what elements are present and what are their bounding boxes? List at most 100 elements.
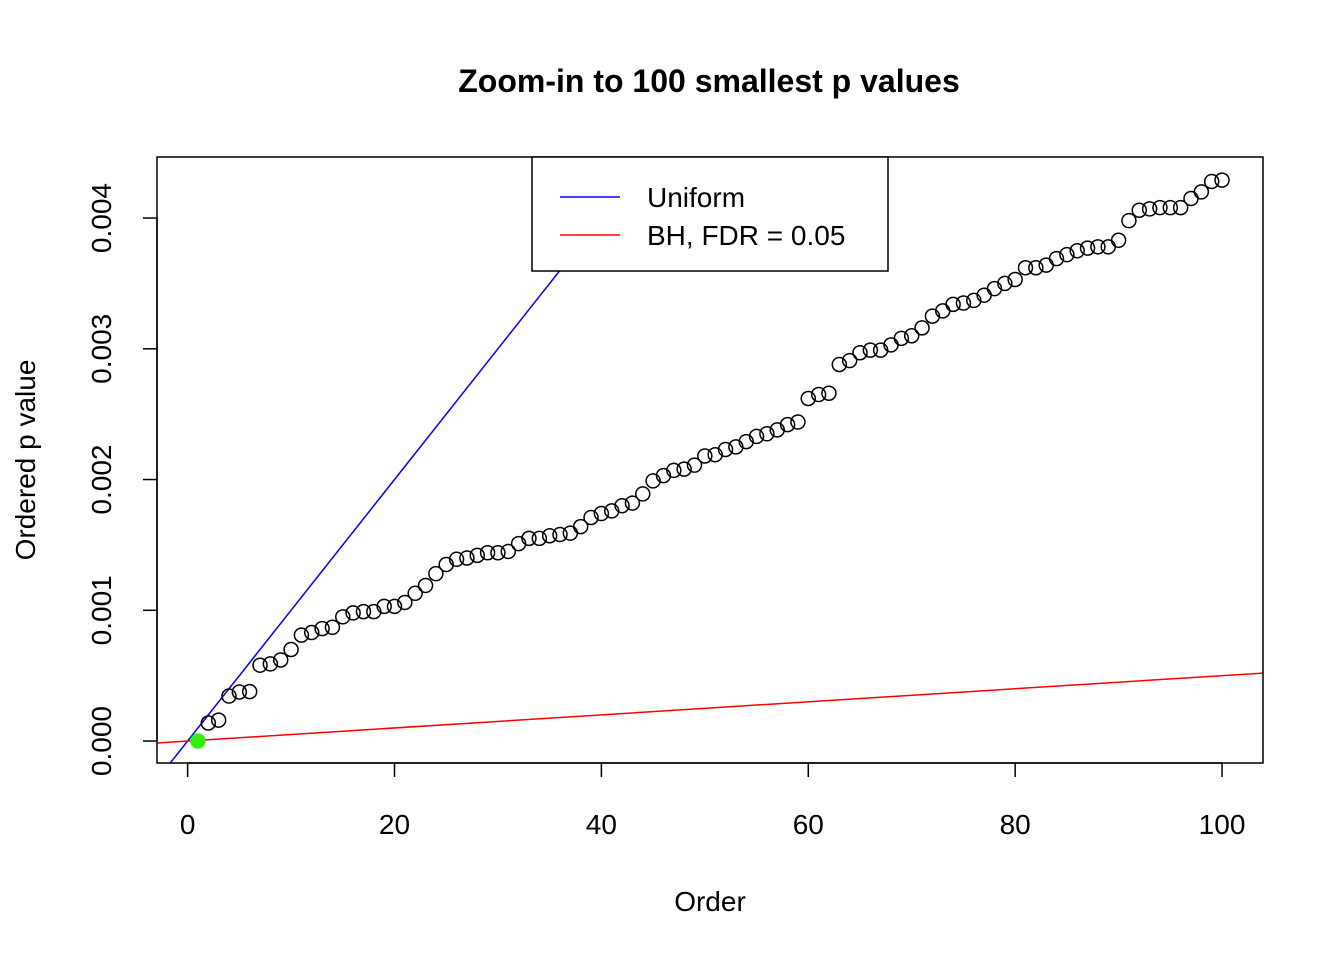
data-point [1007,271,1023,288]
data-point [603,503,620,519]
x-tick-label: 20 [379,809,410,840]
data-point [1183,190,1199,207]
data-point [903,327,920,344]
data-point [510,535,527,552]
data-point [572,518,589,535]
data-point [728,439,744,455]
data-point [221,688,237,704]
data-point [914,320,930,336]
data-point [1152,199,1168,216]
x-tick-label: 80 [1000,809,1031,840]
data-point [283,641,299,658]
data-point [748,428,765,445]
data-point [1121,212,1137,229]
data-point [241,683,258,700]
data-point [593,505,610,522]
uniform-line [169,157,651,763]
x-tick-label: 60 [793,809,824,840]
data-point [200,715,217,731]
data-point [966,292,982,309]
data-point [769,422,785,438]
data-point [438,556,454,573]
data-point [1090,239,1106,255]
data-point [1079,240,1096,256]
data-point [376,598,392,615]
data-point [676,461,692,477]
data-point [893,330,910,347]
data-point [366,603,382,620]
data-point [614,497,630,514]
data-point [945,296,961,313]
data-point [821,385,837,402]
data-point [448,551,465,568]
data-point [428,565,444,582]
data-point [293,627,310,643]
highlighted-point [190,733,206,749]
data-point [852,344,868,361]
data-point [697,448,713,464]
data-point [521,530,537,547]
data-point [1048,250,1065,267]
data-point [324,619,341,636]
data-point [707,446,723,463]
data-point [997,275,1013,292]
data-point [666,462,682,479]
data-point [1172,199,1189,216]
data-point [1038,257,1054,273]
data-point [231,684,248,700]
data-point [552,526,568,543]
data-point [335,609,351,625]
data-point [345,605,361,621]
data-point [562,525,579,541]
data-point [479,545,496,561]
data-point [314,620,330,637]
data-point [1214,172,1230,188]
legend-box [531,156,889,272]
data-point [531,530,548,547]
data-point [397,594,413,611]
data-point [841,352,858,369]
data-point [1059,246,1075,263]
data-point [1203,173,1220,190]
data-point [810,386,827,403]
data-point [800,390,817,407]
y-tick-label: 0.002 [86,445,117,515]
data-point [645,473,661,489]
x-tick-label: 100 [1199,809,1246,840]
data-point [635,486,651,502]
data-point [924,308,941,324]
data-point [1017,259,1034,276]
y-tick-label: 0.000 [86,706,117,776]
data-point [1100,239,1117,255]
data-point [717,441,734,458]
legend-uniform-label: Uniform [647,182,745,213]
data-point [262,656,279,672]
data-point [1131,202,1148,218]
data-point [872,342,889,358]
data-point [417,577,434,594]
data-point [655,467,672,484]
data-point [738,433,754,450]
x-tick-label: 0 [180,809,196,840]
bh-line [157,672,1263,744]
data-point [386,598,403,615]
y-tick-label: 0.004 [86,183,117,253]
legend: Uniform BH, FDR = 0.05 [531,156,889,272]
data-point [303,624,320,641]
data-point [583,509,599,526]
data-point [831,356,848,373]
data-point [862,342,879,358]
data-point [490,545,506,561]
data-point [272,652,289,668]
data-point [1162,199,1179,216]
y-tick-label: 0.001 [86,575,117,645]
x-tick-label: 40 [586,809,617,840]
data-point [624,495,641,511]
data-point [210,712,227,728]
data-point [407,585,423,602]
data-point [459,550,475,566]
data-point [955,295,972,311]
x-axis-label: Order [674,886,746,917]
data-point [790,414,806,430]
